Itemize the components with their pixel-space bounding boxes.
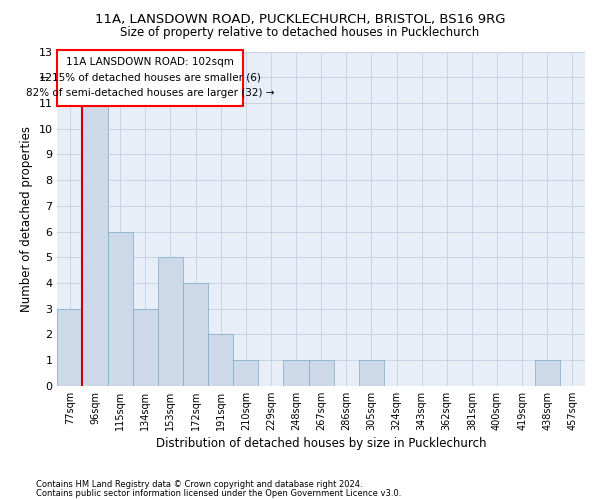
Bar <box>183 283 208 386</box>
FancyBboxPatch shape <box>58 50 243 106</box>
Bar <box>107 232 133 386</box>
Text: Contains HM Land Registry data © Crown copyright and database right 2024.: Contains HM Land Registry data © Crown c… <box>36 480 362 489</box>
Text: 82% of semi-detached houses are larger (32) →: 82% of semi-detached houses are larger (… <box>26 88 275 99</box>
Bar <box>158 257 183 386</box>
Y-axis label: Number of detached properties: Number of detached properties <box>20 126 33 312</box>
Bar <box>82 103 107 386</box>
Text: Contains public sector information licensed under the Open Government Licence v3: Contains public sector information licen… <box>36 488 401 498</box>
Bar <box>535 360 560 386</box>
Text: 11A LANSDOWN ROAD: 102sqm: 11A LANSDOWN ROAD: 102sqm <box>67 58 234 68</box>
Bar <box>359 360 384 386</box>
Text: Size of property relative to detached houses in Pucklechurch: Size of property relative to detached ho… <box>121 26 479 39</box>
Bar <box>208 334 233 386</box>
X-axis label: Distribution of detached houses by size in Pucklechurch: Distribution of detached houses by size … <box>156 437 487 450</box>
Bar <box>308 360 334 386</box>
Bar <box>283 360 308 386</box>
Bar <box>133 308 158 386</box>
Text: 11A, LANSDOWN ROAD, PUCKLECHURCH, BRISTOL, BS16 9RG: 11A, LANSDOWN ROAD, PUCKLECHURCH, BRISTO… <box>95 12 505 26</box>
Text: ← 15% of detached houses are smaller (6): ← 15% of detached houses are smaller (6) <box>40 73 261 83</box>
Bar <box>233 360 259 386</box>
Bar <box>58 308 82 386</box>
